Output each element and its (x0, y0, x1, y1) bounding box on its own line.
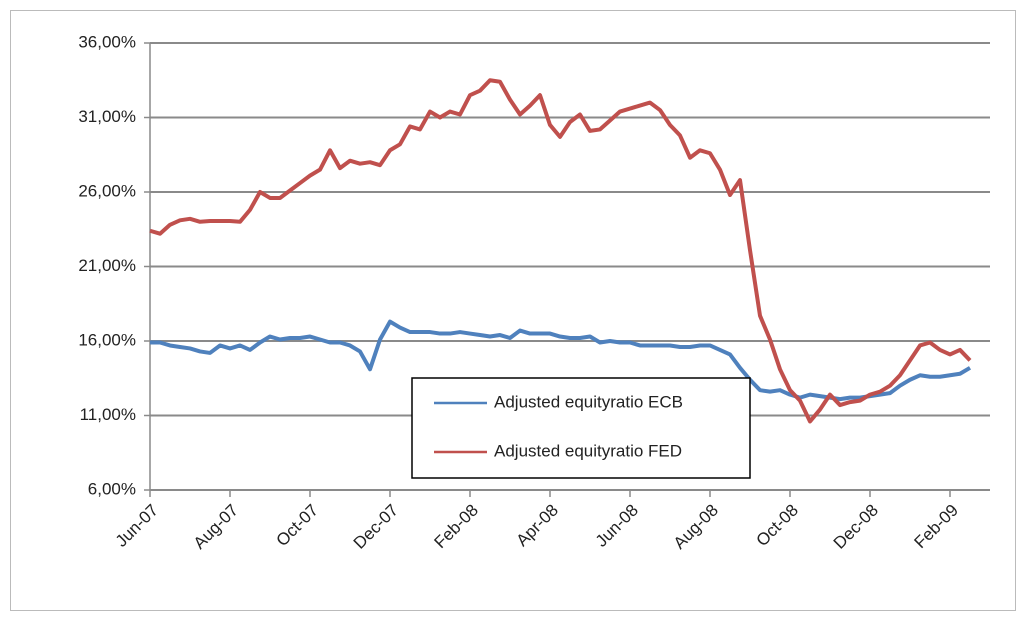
legend-box (411, 377, 751, 479)
legend-label: Adjusted equityratio FED (494, 441, 682, 460)
series-line (149, 78, 972, 424)
y-tick-label: 21,00% (78, 256, 136, 275)
y-tick-label: 36,00% (78, 32, 136, 51)
y-tick-label: 11,00% (80, 405, 136, 424)
y-tick-label: 31,00% (78, 107, 136, 126)
y-tick-label: 16,00% (78, 330, 136, 349)
y-tick-label: 6,00% (88, 479, 136, 498)
chart-frame (10, 10, 1016, 611)
y-tick-label: 26,00% (78, 181, 136, 200)
legend-label: Adjusted equityratio ECB (494, 392, 683, 411)
